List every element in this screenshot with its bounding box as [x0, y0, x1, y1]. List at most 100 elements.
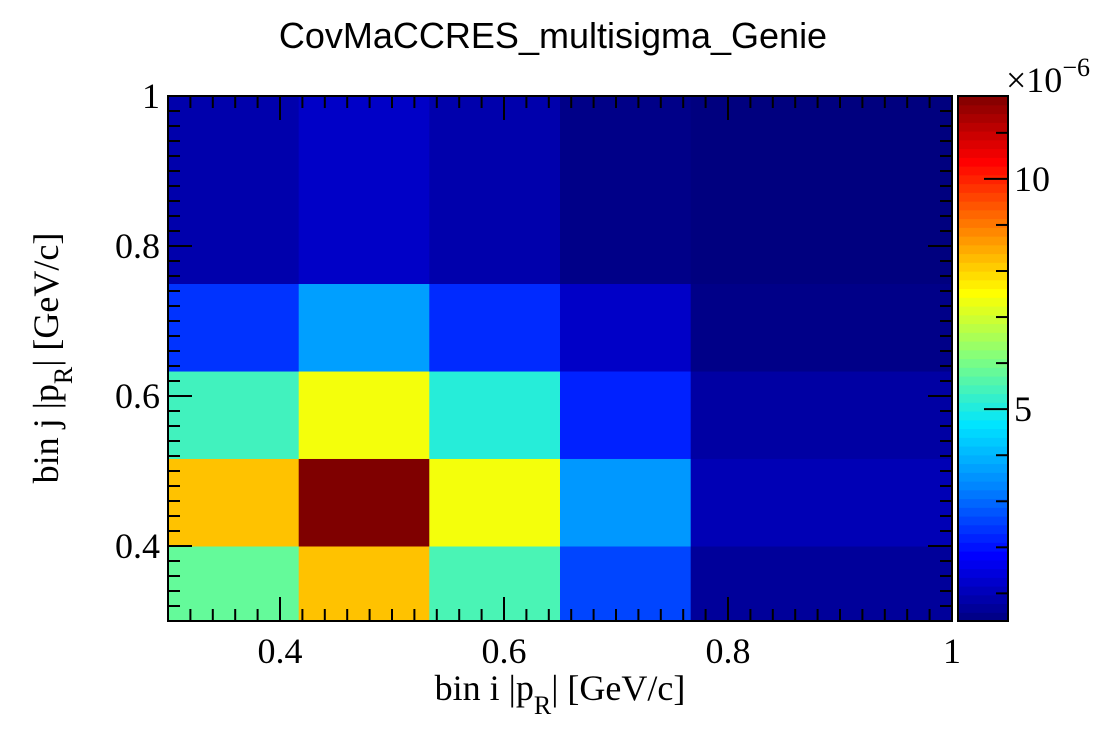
- color-scale: 5 10: [957, 95, 1050, 622]
- color-scale-step: [958, 419, 1008, 430]
- x-axis-label-prefix: bin i |: [435, 668, 516, 708]
- color-scale-step: [958, 428, 1008, 438]
- color-scale-step: [958, 244, 1008, 255]
- color-scale-step: [958, 516, 1008, 526]
- color-scale-step: [958, 113, 1008, 123]
- x-axis: 0.4 0.6 0.8 1: [167, 96, 961, 671]
- heatmap-cell: [429, 96, 561, 284]
- heatmap-cell: [298, 458, 430, 547]
- color-scale-step: [958, 148, 1008, 158]
- color-scale-step: [958, 166, 1008, 176]
- color-scale-step: [958, 594, 1008, 605]
- color-scale-step: [958, 183, 1008, 193]
- color-scale-step: [958, 358, 1008, 368]
- color-scale-step: [958, 192, 1008, 202]
- y-tick-label: 0.8: [115, 226, 160, 266]
- color-scale-step: [958, 201, 1008, 211]
- heatmap-cells: [168, 96, 953, 622]
- z-scale-multiplier: ×10−6: [1006, 53, 1090, 100]
- heatmap-cell: [168, 283, 300, 372]
- color-scale-step: [958, 454, 1008, 465]
- color-scale-step: [958, 524, 1008, 535]
- heatmap-cell: [429, 546, 561, 622]
- heatmap-cell: [690, 546, 953, 622]
- color-scale-step: [958, 472, 1008, 482]
- color-scale-step: [958, 533, 1008, 543]
- color-scale-step: [958, 586, 1008, 596]
- color-scale-step: [958, 437, 1008, 447]
- x-tick-label: 0.6: [482, 631, 527, 671]
- heatmap-cell: [690, 458, 953, 547]
- color-scale-step: [958, 498, 1008, 508]
- color-scale-step: [958, 402, 1008, 412]
- heatmap-cell: [429, 458, 561, 547]
- color-scale-step: [958, 323, 1008, 333]
- svg-text:bin i |pR| [GeV/c]: bin i |pR| [GeV/c]: [435, 668, 686, 720]
- heatmap-cell: [298, 96, 430, 284]
- color-scale-step: [958, 446, 1008, 456]
- color-scale-step: [958, 463, 1008, 473]
- color-scale-step: [958, 349, 1008, 360]
- y-axis-label-var: p: [26, 384, 66, 402]
- color-scale-step: [958, 341, 1008, 351]
- heatmap-cell: [560, 458, 692, 547]
- color-scale-step: [958, 384, 1008, 395]
- x-tick-label: 1: [943, 631, 961, 671]
- heatmap-cell: [429, 371, 561, 459]
- heatmap-cell: [690, 283, 953, 372]
- x-axis-label: bin i |pR| [GeV/c]: [435, 668, 686, 720]
- color-scale-tick-label: 5: [1014, 389, 1032, 429]
- plot-frame: [167, 95, 953, 622]
- y-axis-label-suffix: | [GeV/c]: [26, 233, 66, 367]
- x-tick-label: 0.8: [706, 631, 751, 671]
- color-scale-step: [958, 376, 1008, 386]
- heatmap-cell: [560, 96, 692, 284]
- title-box: [228, 4, 888, 64]
- color-scale-step: [958, 236, 1008, 246]
- y-axis-label: bin j |pR| [GeV/c]: [26, 233, 78, 484]
- color-scale-step: [958, 218, 1008, 228]
- y-tick-label: 1: [142, 76, 160, 116]
- color-scale-step: [958, 131, 1008, 141]
- color-scale-tick-label: 10: [1014, 159, 1050, 199]
- color-scale-step: [958, 96, 1008, 106]
- color-scale-step: [958, 253, 1008, 263]
- color-scale-step: [958, 139, 1008, 150]
- heatmap-cell: [168, 458, 300, 547]
- x-axis-label-sub: R: [534, 691, 552, 720]
- heatmap-cell: [560, 283, 692, 372]
- color-scale-step: [958, 104, 1008, 115]
- y-axis: 0.4 0.6 0.8 1: [115, 76, 952, 622]
- color-scale-step: [958, 507, 1008, 517]
- x-axis-label-var: p: [516, 668, 534, 708]
- color-scale-step: [958, 288, 1008, 298]
- color-scale-step: [958, 271, 1008, 281]
- color-scale-step: [958, 314, 1008, 325]
- heatmap-cell: [298, 283, 430, 372]
- heatmap-cell: [560, 546, 692, 622]
- heatmap-cell: [168, 371, 300, 459]
- color-scale-step: [958, 612, 1008, 622]
- color-scale-step: [958, 279, 1008, 290]
- color-scale-frame: [957, 95, 1009, 622]
- y-tick-label: 0.6: [115, 376, 160, 416]
- color-scale-step: [958, 577, 1008, 587]
- y-axis-label-prefix: bin j |: [26, 402, 66, 483]
- heatmap-cell: [429, 283, 561, 372]
- y-axis-label-sub: R: [49, 366, 78, 384]
- color-scale-step: [958, 306, 1008, 316]
- color-scale-step: [958, 551, 1008, 561]
- color-scale-step: [958, 489, 1008, 500]
- color-scale-step: [958, 332, 1008, 342]
- color-scale-step: [958, 603, 1008, 613]
- color-scale-step: [958, 209, 1008, 220]
- heatmap-cell: [298, 546, 430, 622]
- color-scale-step: [958, 542, 1008, 552]
- heatmap-cell: [298, 371, 430, 459]
- color-scale-step: [958, 227, 1008, 237]
- heatmap-cell: [168, 96, 300, 284]
- color-scale-step: [958, 157, 1008, 167]
- color-scale-step: [958, 481, 1008, 491]
- color-scale-step: [958, 174, 1008, 185]
